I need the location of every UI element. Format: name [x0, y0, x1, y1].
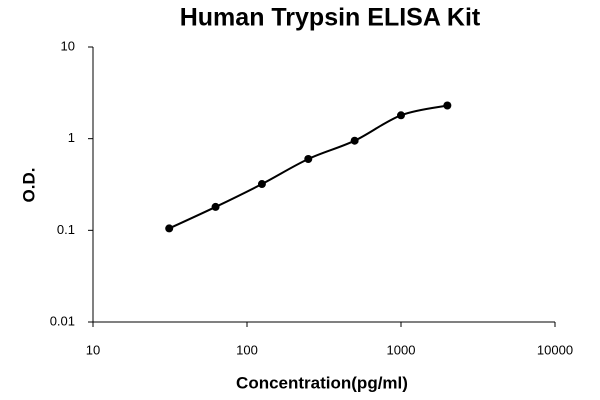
data-point	[443, 101, 452, 110]
y-tick-label: 0.01	[50, 313, 75, 328]
fit-curve	[168, 104, 448, 230]
y-tick-label: 0.1	[57, 222, 75, 237]
data-point	[257, 180, 266, 189]
y-axis-title: O.D.	[19, 168, 38, 203]
data-point	[350, 136, 359, 145]
y-tick-label: 1	[68, 130, 75, 145]
x-axis-title: Concentration(pg/ml)	[236, 373, 408, 392]
x-tick-label: 10000	[537, 342, 573, 357]
x-tick-label: 100	[236, 342, 258, 357]
data-point	[304, 155, 313, 164]
y-tick-label: 10	[61, 38, 75, 53]
x-tick-label: 10	[86, 342, 100, 357]
data-point	[211, 202, 220, 211]
data-point	[165, 224, 174, 233]
x-tick-label: 1000	[387, 342, 416, 357]
chart-title: Human Trypsin ELISA Kit	[180, 4, 481, 32]
data-point	[397, 111, 405, 120]
